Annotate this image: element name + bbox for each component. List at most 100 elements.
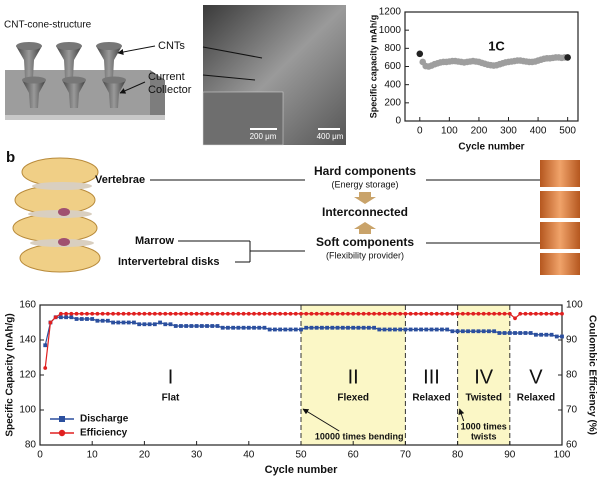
- data-point: [440, 311, 444, 316]
- diagram-heading: Interconnected: [322, 205, 408, 219]
- data-point: [43, 343, 48, 348]
- x-tick-label: 500: [559, 126, 576, 137]
- data-point: [215, 311, 220, 316]
- data-point: [64, 315, 68, 320]
- data-point: [492, 311, 497, 316]
- x-tick-label: 300: [500, 126, 517, 137]
- data-point: [544, 332, 549, 337]
- data-point: [184, 311, 189, 316]
- data-point: [366, 325, 371, 330]
- data-point: [539, 332, 544, 337]
- x-tick-label: 50: [295, 450, 307, 461]
- annotation: 1C: [488, 38, 505, 53]
- data-point: [273, 311, 277, 316]
- data-point: [226, 325, 230, 330]
- data-point: [85, 317, 89, 321]
- data-point: [173, 324, 178, 328]
- data-point: [69, 311, 74, 316]
- legend-marker: [58, 429, 66, 437]
- data-point: [220, 325, 225, 330]
- y-axis-label: Specific Capacity (mAh/g): [5, 313, 16, 436]
- data-point: [278, 311, 283, 316]
- data-point: [267, 311, 272, 316]
- diagram-heading: Soft components: [316, 235, 414, 249]
- data-point: [346, 325, 350, 330]
- y2-tick-label: 90: [566, 335, 578, 346]
- data-point: [507, 311, 512, 316]
- data-point: [283, 311, 288, 316]
- data-point: [299, 327, 303, 332]
- cnt-label: CNTs: [158, 40, 185, 52]
- data-point: [267, 327, 272, 332]
- data-point: [445, 311, 450, 316]
- data-point: [64, 311, 68, 316]
- data-point: [518, 331, 523, 335]
- data-point: [387, 327, 392, 332]
- x-axis-label: Cycle number: [458, 142, 524, 153]
- annotation: 1000 times: [461, 421, 507, 431]
- data-point: [434, 327, 439, 332]
- data-point: [246, 311, 251, 316]
- data-point: [314, 325, 319, 330]
- data-point: [356, 325, 361, 330]
- data-point: [440, 327, 444, 332]
- data-point: [398, 327, 403, 332]
- region-sublabel: Flat: [162, 393, 180, 404]
- y-axis-label: Specific capacity mAh/g: [368, 15, 378, 119]
- annotation-arrow: [302, 408, 340, 432]
- data-point: [189, 311, 194, 316]
- region-label: V: [529, 366, 543, 388]
- data-point: [502, 311, 507, 316]
- data-point: [58, 311, 63, 316]
- scale-label: 400 μm: [317, 132, 344, 141]
- annotation: twists: [471, 431, 497, 441]
- region-label: I: [168, 366, 174, 388]
- arrow: [202, 74, 256, 81]
- y-tick-label: 1000: [379, 25, 402, 36]
- data-point: [231, 325, 236, 330]
- data-point: [393, 311, 397, 316]
- y2-tick-label: 80: [566, 370, 578, 381]
- data-point: [309, 325, 314, 330]
- data-point: [293, 311, 298, 316]
- data-point: [335, 325, 340, 330]
- data-point: [424, 327, 429, 332]
- x-tick-label: 0: [417, 126, 423, 137]
- data-point: [528, 311, 533, 316]
- data-point: [564, 54, 571, 61]
- data-point: [416, 50, 424, 58]
- data-point: [85, 311, 89, 316]
- data-point: [450, 329, 455, 334]
- data-point: [560, 334, 564, 339]
- data-point: [419, 311, 423, 316]
- scale-label: 200 μm: [250, 132, 277, 141]
- data-point: [152, 311, 157, 316]
- y-tick-label: 140: [19, 335, 36, 346]
- x-tick-label: 100: [554, 450, 571, 461]
- data-point: [413, 327, 418, 332]
- data-point: [205, 324, 209, 328]
- x-tick-label: 10: [87, 450, 99, 461]
- data-point: [79, 311, 84, 316]
- data-point: [74, 317, 79, 321]
- data-point: [497, 331, 502, 335]
- region-label: III: [423, 366, 440, 388]
- data-point: [137, 322, 142, 327]
- y-tick-label: 160: [19, 300, 36, 311]
- data-point: [544, 311, 549, 316]
- data-point: [288, 327, 293, 332]
- data-point: [330, 311, 335, 316]
- data-point: [387, 311, 392, 316]
- data-point: [58, 315, 63, 320]
- data-point: [257, 311, 262, 316]
- data-point: [189, 324, 194, 328]
- x-tick-label: 60: [348, 450, 360, 461]
- data-point: [361, 311, 366, 316]
- series-line: [44, 316, 562, 346]
- data-point: [534, 311, 538, 316]
- data-point: [158, 311, 162, 316]
- data-point: [147, 311, 152, 316]
- data-point: [278, 327, 283, 332]
- x-tick-label: 20: [139, 450, 151, 461]
